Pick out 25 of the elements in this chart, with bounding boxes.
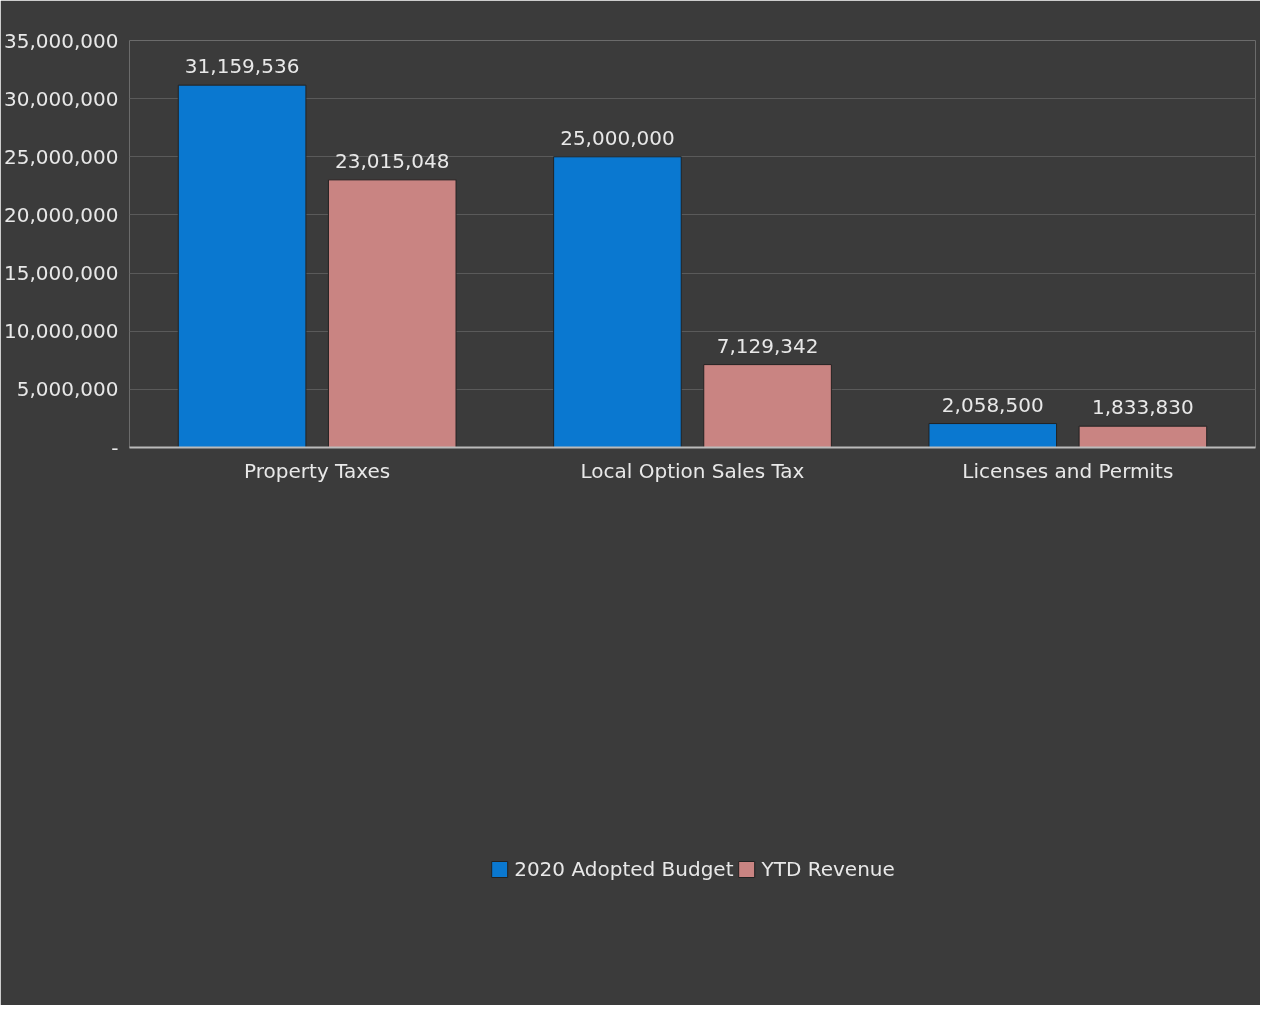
x-tick-label: Property Taxes: [244, 458, 391, 483]
legend-label: YTD Revenue: [761, 857, 895, 881]
legend-label: 2020 Adopted Budget: [514, 857, 734, 881]
y-tick-label: 25,000,000: [3, 144, 119, 169]
bar: [177, 84, 307, 448]
data-label: 25,000,000: [560, 125, 675, 150]
x-tick-label: Licenses and Permits: [962, 458, 1174, 483]
bar: [553, 156, 682, 448]
bar: [703, 364, 832, 448]
y-tick-label: 10,000,000: [3, 319, 119, 344]
data-label: 31,159,536: [184, 54, 300, 79]
x-tick-label: Local Option Sales Tax: [580, 458, 805, 483]
bar: [327, 179, 457, 448]
y-tick-label: 30,000,000: [3, 86, 119, 111]
bar: [1078, 425, 1208, 448]
y-tick-label: 15,000,000: [3, 261, 119, 286]
y-tick-label: -: [111, 435, 119, 460]
y-tick-label: 20,000,000: [3, 202, 119, 227]
data-label: 1,833,830: [1092, 395, 1194, 420]
y-tick-label: 35,000,000: [3, 28, 119, 53]
data-label: 7,129,342: [716, 333, 819, 358]
y-tick-label: 5,000,000: [16, 377, 119, 402]
data-label: 2,058,500: [941, 392, 1044, 417]
data-label: 23,015,048: [334, 148, 450, 173]
bar: [928, 423, 1058, 448]
